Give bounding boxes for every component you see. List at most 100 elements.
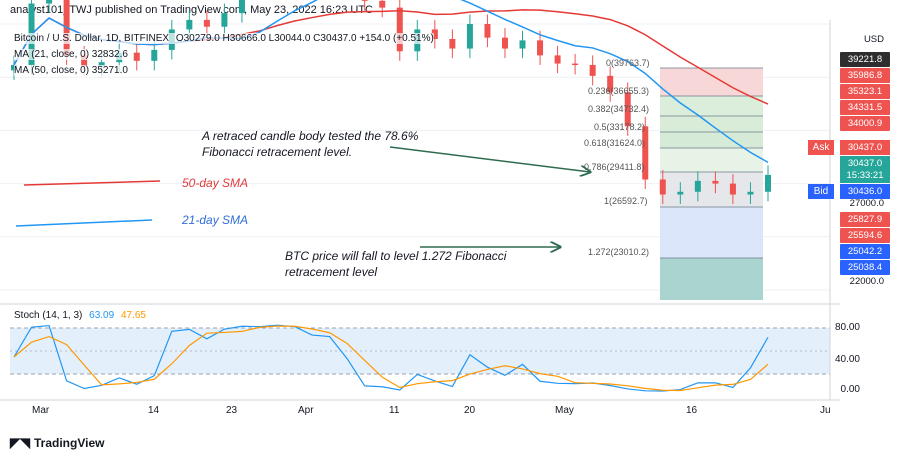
stoch-title: Stoch (14, 1, 3) xyxy=(14,310,83,321)
fib-label-0618: 0.618(31624.0) xyxy=(584,138,646,148)
candle-body xyxy=(361,0,368,1)
x-tick-ju: Ju xyxy=(820,405,831,416)
fib-zone xyxy=(660,116,763,132)
legend-ma21: MA (21, close, 0) 32832.6 xyxy=(14,49,128,60)
currency-label: USD xyxy=(863,34,884,45)
fib-zone xyxy=(660,172,763,207)
fib-zone xyxy=(660,258,763,300)
bid-label: Bid xyxy=(808,184,834,199)
tradingview-logo[interactable]: ◤◥ TradingView xyxy=(10,435,104,451)
candle-body xyxy=(203,19,210,27)
fib-zone xyxy=(660,148,763,172)
x-tick-16: 16 xyxy=(686,405,698,416)
candle-body xyxy=(431,29,438,40)
candle-body xyxy=(379,0,386,8)
brand-name: TradingView xyxy=(34,436,105,450)
fib-zone xyxy=(660,132,763,148)
stoch-d-value: 47.65 xyxy=(120,310,146,321)
current-price-tag: 30437.0 xyxy=(840,156,890,171)
candle-body xyxy=(449,39,456,49)
candle-body xyxy=(186,19,193,30)
retrace-annotation: A retraced candle body tested the 78.6% … xyxy=(202,129,419,159)
candle-body xyxy=(537,40,544,56)
candle-body xyxy=(519,40,526,49)
candle-body xyxy=(607,75,614,93)
fib-label-0382: 0.382(34732.4) xyxy=(588,104,650,114)
candle-body xyxy=(46,0,53,4)
candle-body xyxy=(589,64,596,76)
fib-zone xyxy=(660,68,763,96)
price-tag-3: 35323.1 xyxy=(840,84,890,99)
price-tag-7: 25594.6 xyxy=(840,228,890,243)
candle-body xyxy=(729,183,736,195)
x-tick-apr: Apr xyxy=(298,405,314,416)
fib-label-0786: 0.786(29411.8) xyxy=(584,162,645,172)
price-tag-1: 39221.8 xyxy=(840,52,890,67)
axis-tick-27000: 27000.0 xyxy=(849,198,884,209)
stoch-legend: Stoch (14, 1, 3) 63.09 47.65 xyxy=(14,310,146,321)
sma50-annotation: 50-day SMA xyxy=(182,176,249,190)
candle-body xyxy=(151,49,158,61)
candle-body xyxy=(238,0,245,14)
price-tag-4: 34331.5 xyxy=(840,100,890,115)
x-tick-11: 11 xyxy=(389,405,400,416)
ma21-line xyxy=(13,0,769,164)
candle-body xyxy=(712,180,719,184)
price-tag-2: 35986.8 xyxy=(840,68,890,83)
price-tag-5: 34000.9 xyxy=(840,116,890,131)
candle-body xyxy=(624,92,631,127)
candle-body xyxy=(221,13,228,27)
candle-body xyxy=(501,37,508,49)
legend-symbol: Bitcoin / U.S. Dollar, 1D, BITFINEX O302… xyxy=(14,33,434,44)
price-tag-6: 25827.9 xyxy=(840,212,890,227)
candle-body xyxy=(396,7,403,52)
candle-body xyxy=(554,55,561,64)
stoch-tick-0: 0.00 xyxy=(840,384,860,395)
x-tick-23: 23 xyxy=(226,405,238,416)
candle-body xyxy=(81,55,88,67)
fall-annotation: BTC price will fall to level 1.272 Fibon… xyxy=(285,249,507,279)
ask-value: 30437.0 xyxy=(840,140,890,155)
symbol-name: Bitcoin / U.S. Dollar, 1D, BITFINEX xyxy=(14,33,170,44)
fibonacci-zones xyxy=(660,67,763,300)
candle-body xyxy=(466,24,473,49)
candle-body xyxy=(694,180,701,192)
sma21-annotation: 21-day SMA xyxy=(182,213,249,227)
candles xyxy=(11,0,771,205)
stoch-d-line xyxy=(13,325,769,392)
ohlc-values: O30279.0 H30666.0 L30044.0 C30437.0 +154… xyxy=(175,33,434,44)
candle-body xyxy=(642,126,649,180)
fib-label-05: 0.5(33178.2) xyxy=(594,122,646,132)
ask-label: Ask xyxy=(808,140,834,155)
candle-body xyxy=(484,24,491,38)
x-tick-20: 20 xyxy=(464,405,476,416)
candle-body xyxy=(677,191,684,195)
stoch-tick-40: 40.00 xyxy=(834,354,860,365)
fib-label-1272: 1.272(23010.2) xyxy=(588,247,650,257)
sma50-legend-line xyxy=(23,180,161,186)
bid-value: 30436.0 xyxy=(840,184,890,199)
x-tick-may: May xyxy=(555,405,574,416)
price-tag-9: 25038.4 xyxy=(840,260,890,275)
sma21-legend-line xyxy=(15,219,153,227)
candle-body xyxy=(765,174,771,192)
fib-zone xyxy=(660,207,763,258)
stoch-k-line xyxy=(13,324,769,392)
stoch-tick-80: 80.00 xyxy=(834,322,860,333)
fib-label-0: 0(39763.7) xyxy=(606,58,650,68)
fib-label-0236: 0.236(36655.3) xyxy=(588,86,650,96)
retrace-arrow xyxy=(389,146,590,172)
fib-zone xyxy=(660,96,763,116)
legend-ma50: MA (50, close, 0) 35271.0 xyxy=(14,65,128,76)
candle-body xyxy=(747,191,754,195)
candle-body xyxy=(133,52,140,61)
axis-tick-22000: 22000.0 xyxy=(849,276,884,287)
publish-header: analyst101_TWJ published on TradingView.… xyxy=(10,4,373,16)
fib-label-1: 1(26592.7) xyxy=(604,196,648,206)
candle-body xyxy=(98,62,105,67)
candle-body xyxy=(659,179,666,195)
price-tag-8: 25042.2 xyxy=(840,244,890,259)
candle-body xyxy=(572,63,579,66)
x-tick-mar: Mar xyxy=(32,405,50,416)
